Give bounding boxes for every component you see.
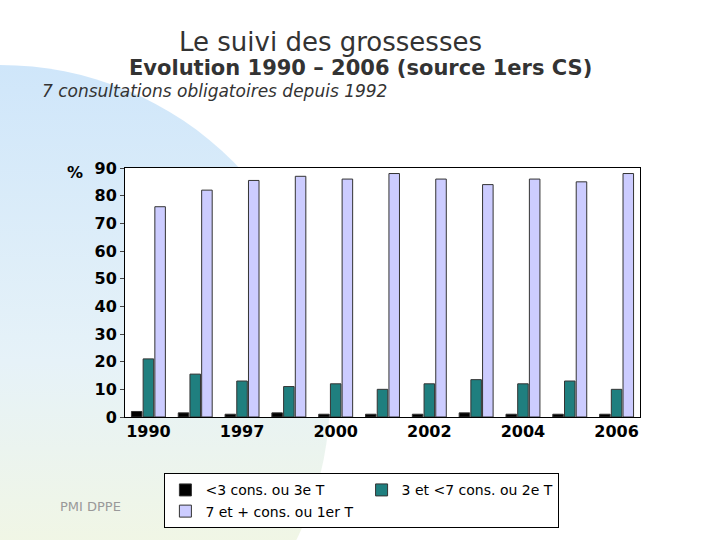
svg-text:10: 10 bbox=[95, 380, 117, 399]
svg-text:20: 20 bbox=[95, 352, 117, 371]
svg-text:1997: 1997 bbox=[220, 422, 265, 441]
svg-text:<3 cons. ou 3e T: <3 cons. ou 3e T bbox=[205, 482, 324, 498]
svg-text:Le suivi des grossesses: Le suivi des grossesses bbox=[179, 27, 482, 57]
svg-text:7 consultations obligatoires d: 7 consultations obligatoires depuis 1992 bbox=[42, 81, 387, 101]
svg-text:1990: 1990 bbox=[126, 422, 171, 441]
svg-text:90: 90 bbox=[95, 159, 117, 178]
svg-text:50: 50 bbox=[95, 269, 117, 288]
svg-text:70: 70 bbox=[95, 214, 117, 233]
svg-text:2002: 2002 bbox=[407, 422, 452, 441]
svg-text:2006: 2006 bbox=[594, 422, 639, 441]
svg-text:30: 30 bbox=[95, 325, 117, 344]
svg-text:PMI DPPE: PMI DPPE bbox=[60, 499, 121, 514]
svg-text:40: 40 bbox=[95, 297, 117, 316]
svg-text:3 et <7 cons. ou 2e T: 3 et <7 cons. ou 2e T bbox=[402, 482, 553, 498]
svg-text:7 et + cons. ou 1er T: 7 et + cons. ou 1er T bbox=[205, 504, 353, 520]
svg-text:2004: 2004 bbox=[501, 422, 546, 441]
svg-text:2000: 2000 bbox=[313, 422, 358, 441]
svg-text:60: 60 bbox=[95, 242, 117, 261]
svg-text:%: % bbox=[67, 163, 83, 182]
svg-text:0: 0 bbox=[106, 408, 117, 427]
svg-text:Evolution 1990 – 2006 (source: Evolution 1990 – 2006 (source 1ers CS) bbox=[129, 56, 592, 80]
svg-text:80: 80 bbox=[95, 186, 117, 205]
